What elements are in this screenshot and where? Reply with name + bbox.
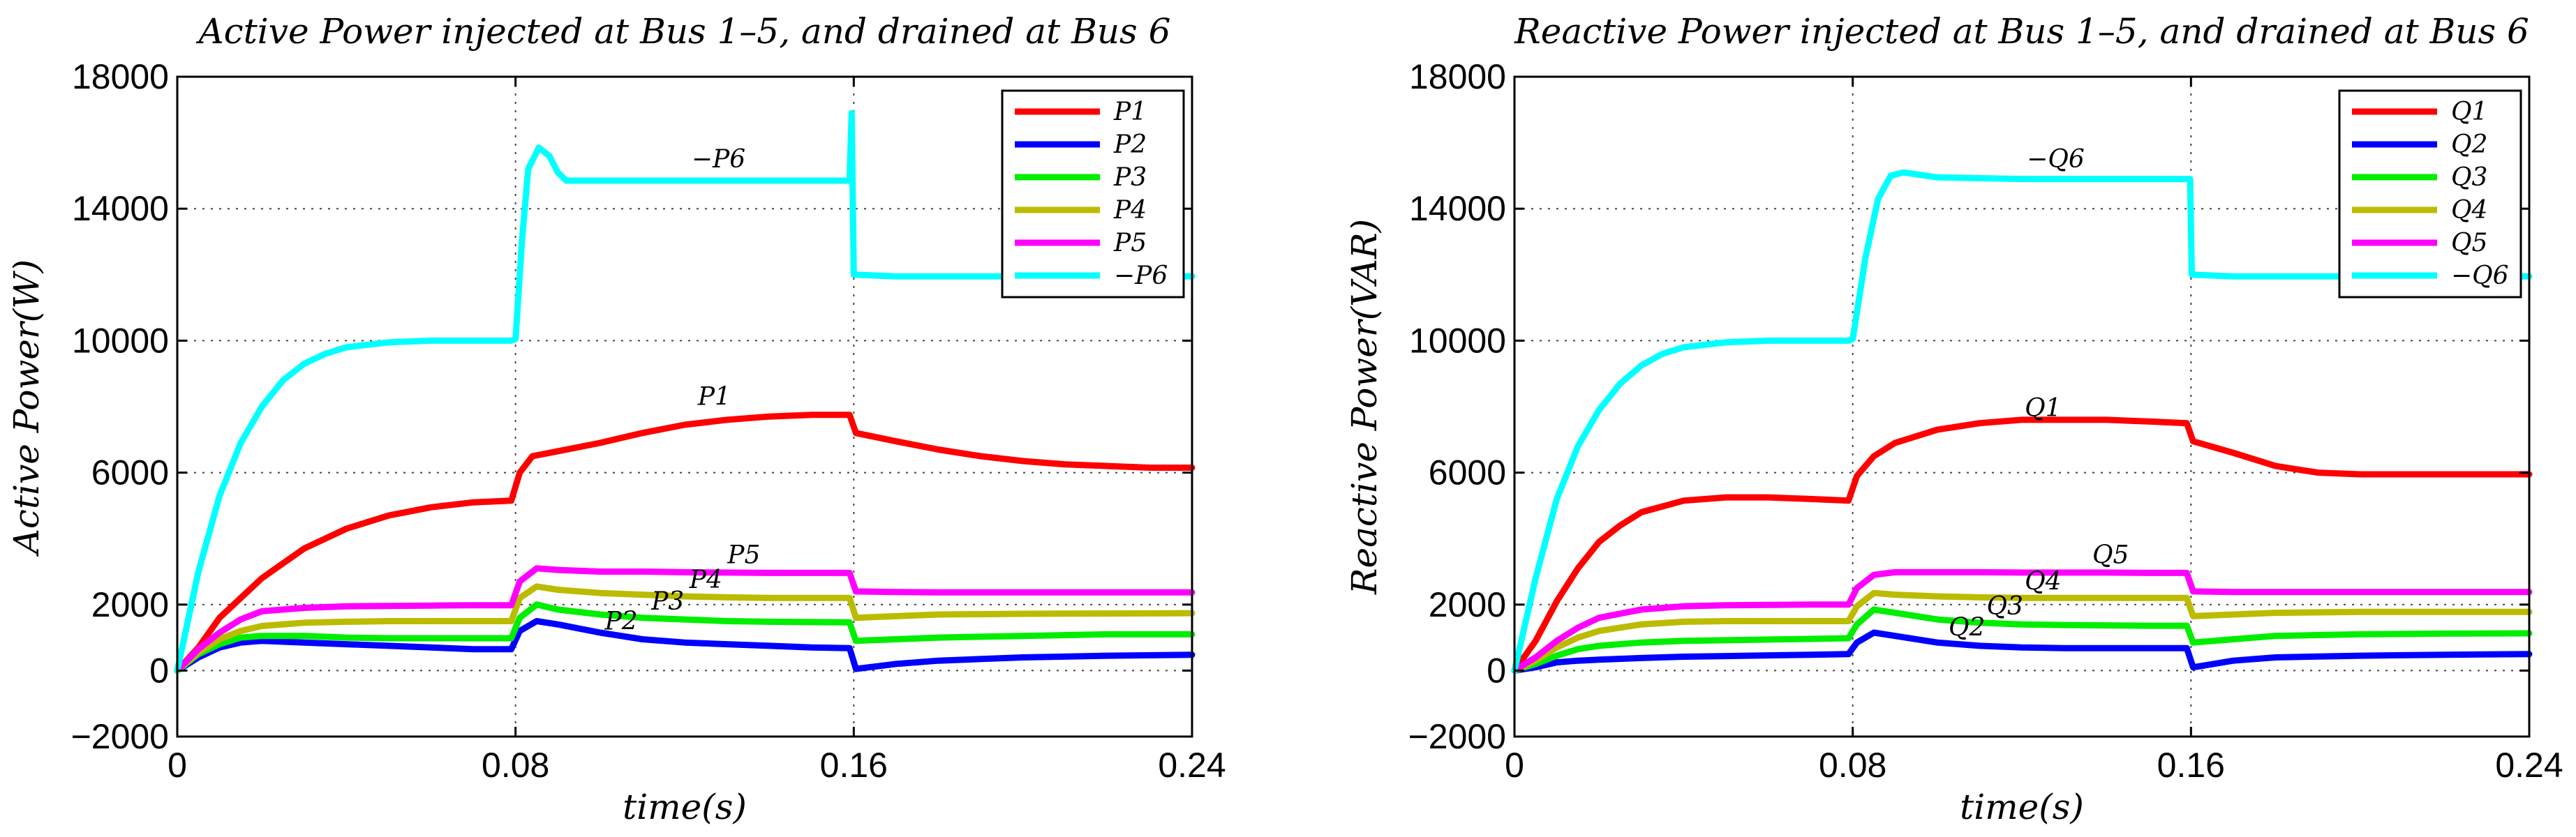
y-tick-label: −2000	[71, 717, 169, 756]
y-tick-label: −2000	[1408, 717, 1506, 756]
y-tick-label: 10000	[1409, 321, 1506, 360]
curve-annotation: Q3	[1987, 592, 2023, 621]
y-tick-label: 18000	[72, 57, 169, 96]
series-line-q5	[1511, 568, 2533, 674]
x-tick-label: 0	[1505, 746, 1524, 785]
curve-annotation: P5	[727, 541, 760, 570]
y-tick-label: 0	[149, 651, 169, 690]
y-tick-label: 2000	[1429, 585, 1506, 624]
x-tick-label: 0.16	[2157, 746, 2225, 785]
series-line-q1	[1511, 416, 2533, 674]
series-line-p1	[174, 412, 1196, 674]
legend-label: Q5	[2451, 229, 2487, 257]
legend-label: −Q6	[2451, 262, 2509, 290]
curve-annotation: Q1	[2025, 394, 2061, 423]
legend-label: P5	[1113, 229, 1147, 257]
series-line-q4	[1511, 589, 2533, 674]
legend: P1 P2 P3 P4 P5 −P6	[1001, 89, 1185, 299]
x-axis-label: time(s)	[623, 787, 747, 827]
legend-label: P1	[1113, 98, 1147, 126]
legend-label: Q4	[2451, 196, 2487, 225]
legend-label: Q3	[2451, 163, 2487, 192]
y-tick-label: 14000	[72, 189, 169, 228]
x-tick-label: 0.08	[1819, 746, 1886, 785]
series-line-q3	[1511, 606, 2533, 674]
y-tick-label: 18000	[1409, 57, 1506, 96]
reactive-power-chart: Reactive Power injected at Bus 1–5, and …	[1344, 11, 2563, 827]
curve-annotation: −P6	[692, 145, 745, 174]
plot-area-frame	[176, 75, 1193, 738]
legend-label: −P6	[1114, 262, 1168, 290]
y-axis-label: Reactive Power(VAR)	[1344, 219, 1385, 595]
series-line-neg-p6	[174, 110, 1196, 674]
x-tick-label: 0.24	[1158, 746, 1226, 785]
y-tick-label: 6000	[91, 453, 169, 492]
legend-label: P3	[1113, 163, 1147, 192]
curve-annotation: −Q6	[2027, 145, 2085, 174]
plot-area-frame	[1513, 75, 2531, 738]
y-tick-label: 0	[1487, 651, 1506, 690]
y-axis-label: Active Power(W)	[6, 259, 47, 557]
legend: Q1 Q2 Q3 Q4 Q5 −Q6	[2338, 89, 2522, 299]
y-tick-label: 14000	[1409, 189, 1506, 228]
curve-annotation: Q4	[2025, 568, 2061, 596]
legend-frame	[2338, 89, 2522, 299]
legend-label: P2	[1113, 130, 1147, 159]
legend-label: Q1	[2451, 98, 2487, 126]
curve-annotation: P2	[604, 607, 638, 635]
curve-annotation: P3	[650, 587, 684, 616]
legend-label: Q2	[2451, 130, 2487, 159]
series-line-p4	[174, 583, 1196, 674]
x-tick-label: 0.24	[2495, 746, 2563, 785]
chart-title: Active Power injected at Bus 1–5, and dr…	[196, 11, 1171, 52]
series-line-q2	[1511, 629, 2533, 674]
curve-annotation: Q2	[1949, 614, 1985, 642]
curve-annotation: P4	[689, 566, 722, 594]
curve-annotation: P1	[697, 383, 731, 412]
x-axis-label: time(s)	[1960, 787, 2084, 827]
x-tick-label: 0.08	[482, 746, 549, 785]
legend-frame	[1001, 89, 1185, 299]
chart-title: Reactive Power injected at Bus 1–5, and …	[1514, 11, 2529, 52]
y-tick-label: 2000	[91, 585, 169, 624]
series-line-p2	[174, 618, 1196, 674]
active-power-chart: Active Power injected at Bus 1–5, and dr…	[6, 11, 1226, 827]
series-line-p5	[174, 565, 1196, 674]
x-tick-label: 0	[167, 746, 187, 785]
y-tick-label: 6000	[1429, 453, 1506, 492]
curve-annotation: Q5	[2092, 541, 2129, 570]
x-tick-label: 0.16	[820, 746, 888, 785]
series-line-neg-q6	[1511, 169, 2533, 674]
y-tick-label: 10000	[72, 321, 169, 360]
series-line-p3	[174, 601, 1196, 674]
legend-label: P4	[1113, 196, 1147, 225]
